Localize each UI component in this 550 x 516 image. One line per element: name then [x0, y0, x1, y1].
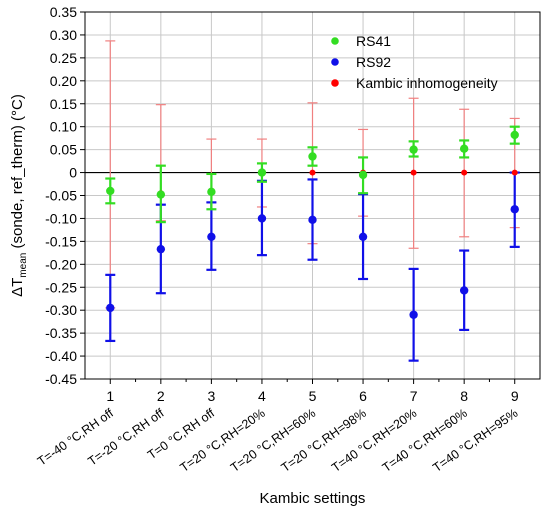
y-tick-label: 0.20: [50, 73, 77, 89]
y-tick-label: -0.20: [45, 256, 77, 272]
rs41-point: [308, 152, 317, 161]
y-tick-label: 0.15: [50, 96, 77, 112]
kambic-inhomogeneity-point: [309, 169, 316, 176]
y-tick-label: -0.05: [45, 188, 77, 204]
y-tick-label: 0.35: [50, 4, 77, 20]
rs41-point: [358, 170, 368, 180]
x-axis-title: Kambic settings: [260, 490, 366, 507]
y-tick-label: 0: [69, 165, 77, 181]
x-tick-label: 2: [157, 388, 165, 404]
y-tick-label: -0.35: [45, 325, 77, 341]
x-category-label: T=20 °C,RH=98%: [279, 406, 369, 475]
x-tick-label: 8: [460, 388, 468, 404]
rs92-point: [409, 310, 418, 319]
y-axis: 0.35 0.30 0.25 0.20 0.15 0.10 0.05 0 -0.05 -0.10 -…: [45, 4, 85, 387]
rs92-point: [358, 232, 368, 241]
rs41-point: [156, 190, 166, 199]
rs92-legend-marker: [331, 58, 339, 66]
y-axis-title-rest: (sonde, ref_therm) (°C): [9, 94, 26, 253]
rs92-point: [257, 214, 267, 223]
y-tick-label: -0.40: [45, 348, 77, 364]
x-tick-label: 6: [359, 388, 367, 404]
y-tick-label: 0.05: [50, 142, 77, 158]
kambic-inhomogeneity-point: [410, 169, 417, 176]
y-tick-label: -0.10: [45, 210, 77, 226]
x-category-label: T=20 °C,RH=20%: [178, 406, 268, 475]
x-category-label: T=40 °C,RH=60%: [380, 406, 470, 475]
rs41-legend-label: RS41: [356, 33, 391, 49]
x-tick-label: 7: [410, 388, 418, 404]
x-category-label: T=20 °C,RH=60%: [228, 406, 318, 475]
rs92-legend-label: RS92: [356, 54, 391, 70]
x-tick-label: 9: [511, 388, 519, 404]
x-tick-label: 3: [207, 388, 215, 404]
rs41-point: [409, 145, 418, 154]
y-tick-label: -0.45: [45, 371, 77, 387]
rs92-point: [106, 303, 115, 313]
y-tick-label: -0.30: [45, 302, 77, 318]
rs41-point: [106, 186, 115, 196]
kambic-inhomogeneity-point: [511, 169, 518, 176]
rs92-point: [308, 215, 317, 225]
rs41-point: [510, 130, 519, 140]
y-axis-title-main: ΔT: [9, 278, 26, 297]
kambic-inhomogeneity-point: [461, 169, 468, 176]
x-tick-label: 4: [258, 388, 266, 404]
y-tick-label: -0.25: [45, 279, 77, 295]
y-tick-label: 0.25: [50, 50, 77, 66]
kambic-inhomogeneity-legend-marker: [331, 79, 339, 87]
x-tick-label: 1: [106, 388, 114, 404]
data-points: [106, 130, 519, 319]
rs92-point: [459, 286, 469, 295]
kambic-inhomogeneity-legend-label: Kambic inhomogeneity: [356, 75, 498, 91]
x-category-label: T=40 °C,RH=20%: [329, 406, 419, 475]
rs92-point: [156, 244, 166, 254]
y-tick-label: 0.30: [50, 27, 77, 43]
rs41-point: [207, 187, 216, 197]
rs41-legend-marker: [331, 37, 339, 45]
rs92-point: [207, 232, 216, 241]
y-axis-title: ΔTmean (sonde, ref_therm) (°C): [9, 94, 29, 297]
rs41-point: [257, 168, 267, 177]
y-tick-label: 0.10: [50, 119, 77, 135]
rs41-point: [459, 144, 469, 153]
legend: RS41 RS92 Kambic inhomogeneity: [331, 33, 498, 91]
y-axis-title-sub: mean: [18, 253, 29, 278]
y-tick-label: -0.15: [45, 233, 77, 249]
x-category-label: T=40 °C,RH=95%: [430, 406, 520, 475]
rs92-point: [510, 205, 519, 214]
x-tick-label: 5: [309, 388, 317, 404]
